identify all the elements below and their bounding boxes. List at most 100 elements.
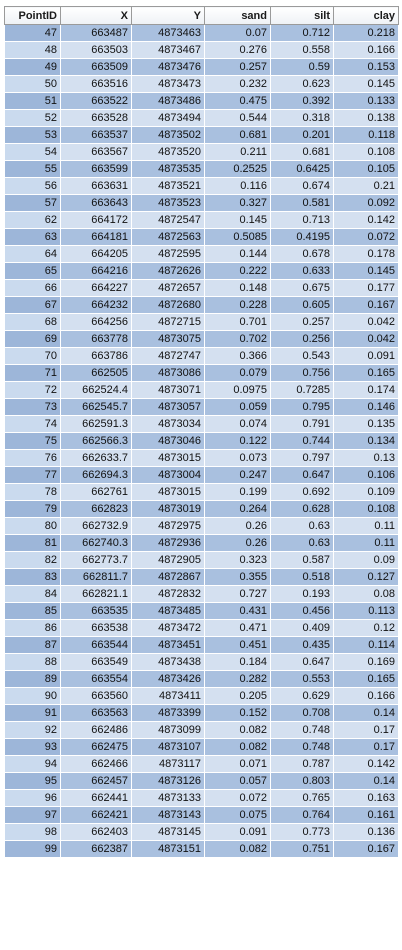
cell-sand[interactable]: 0.075 — [204, 806, 271, 824]
cell-sand[interactable]: 0.228 — [204, 296, 271, 314]
cell-clay[interactable]: 0.08 — [333, 585, 399, 603]
cell-clay[interactable]: 0.177 — [333, 279, 399, 297]
cell-pointid[interactable]: 78 — [4, 483, 61, 501]
cell-clay[interactable]: 0.133 — [333, 92, 399, 110]
cell-pointid[interactable]: 75 — [4, 432, 61, 450]
cell-pointid[interactable]: 91 — [4, 704, 61, 722]
cell-x[interactable]: 663535 — [60, 602, 132, 620]
cell-sand[interactable]: 0.544 — [204, 109, 271, 127]
cell-clay[interactable]: 0.134 — [333, 432, 399, 450]
cell-y[interactable]: 4872905 — [131, 551, 205, 569]
cell-pointid[interactable]: 90 — [4, 687, 61, 705]
cell-x[interactable]: 662732.9 — [60, 517, 132, 535]
cell-pointid[interactable]: 67 — [4, 296, 61, 314]
cell-y[interactable]: 4873015 — [131, 483, 205, 501]
cell-x[interactable]: 664205 — [60, 245, 132, 263]
cell-sand[interactable]: 0.247 — [204, 466, 271, 484]
cell-pointid[interactable]: 85 — [4, 602, 61, 620]
cell-silt[interactable]: 0.581 — [270, 194, 334, 212]
cell-silt[interactable]: 0.193 — [270, 585, 334, 603]
cell-y[interactable]: 4873399 — [131, 704, 205, 722]
cell-x[interactable]: 663786 — [60, 347, 132, 365]
cell-pointid[interactable]: 71 — [4, 364, 61, 382]
cell-silt[interactable]: 0.647 — [270, 653, 334, 671]
cell-sand[interactable]: 0.07 — [204, 24, 271, 42]
cell-pointid[interactable]: 69 — [4, 330, 61, 348]
cell-clay[interactable]: 0.145 — [333, 262, 399, 280]
cell-pointid[interactable]: 66 — [4, 279, 61, 297]
cell-sand[interactable]: 0.431 — [204, 602, 271, 620]
cell-silt[interactable]: 0.409 — [270, 619, 334, 637]
cell-silt[interactable]: 0.456 — [270, 602, 334, 620]
cell-pointid[interactable]: 52 — [4, 109, 61, 127]
cell-y[interactable]: 4873126 — [131, 772, 205, 790]
cell-sand[interactable]: 0.276 — [204, 41, 271, 59]
cell-y[interactable]: 4872747 — [131, 347, 205, 365]
cell-silt[interactable]: 0.795 — [270, 398, 334, 416]
cell-clay[interactable]: 0.178 — [333, 245, 399, 263]
cell-y[interactable]: 4872832 — [131, 585, 205, 603]
cell-y[interactable]: 4873046 — [131, 432, 205, 450]
cell-clay[interactable]: 0.165 — [333, 364, 399, 382]
cell-y[interactable]: 4873467 — [131, 41, 205, 59]
cell-silt[interactable]: 0.713 — [270, 211, 334, 229]
cell-silt[interactable]: 0.756 — [270, 364, 334, 382]
header-x[interactable]: X — [60, 6, 132, 25]
cell-x[interactable]: 664172 — [60, 211, 132, 229]
cell-clay[interactable]: 0.167 — [333, 296, 399, 314]
cell-y[interactable]: 4873438 — [131, 653, 205, 671]
cell-x[interactable]: 664256 — [60, 313, 132, 331]
header-clay[interactable]: clay — [333, 6, 399, 25]
cell-pointid[interactable]: 47 — [4, 24, 61, 42]
cell-silt[interactable]: 0.201 — [270, 126, 334, 144]
cell-clay[interactable]: 0.165 — [333, 670, 399, 688]
header-y[interactable]: Y — [131, 6, 205, 25]
cell-clay[interactable]: 0.113 — [333, 602, 399, 620]
cell-x[interactable]: 662821.1 — [60, 585, 132, 603]
cell-sand[interactable]: 0.057 — [204, 772, 271, 790]
cell-clay[interactable]: 0.142 — [333, 755, 399, 773]
cell-sand[interactable]: 0.451 — [204, 636, 271, 654]
cell-silt[interactable]: 0.791 — [270, 415, 334, 433]
cell-x[interactable]: 663522 — [60, 92, 132, 110]
cell-y[interactable]: 4873472 — [131, 619, 205, 637]
cell-x[interactable]: 664232 — [60, 296, 132, 314]
cell-clay[interactable]: 0.166 — [333, 41, 399, 59]
cell-pointid[interactable]: 83 — [4, 568, 61, 586]
cell-y[interactable]: 4873075 — [131, 330, 205, 348]
cell-x[interactable]: 663549 — [60, 653, 132, 671]
cell-y[interactable]: 4872680 — [131, 296, 205, 314]
cell-y[interactable]: 4873463 — [131, 24, 205, 42]
cell-x[interactable]: 662441 — [60, 789, 132, 807]
cell-pointid[interactable]: 51 — [4, 92, 61, 110]
cell-clay[interactable]: 0.17 — [333, 721, 399, 739]
cell-x[interactable]: 662591.3 — [60, 415, 132, 433]
cell-x[interactable]: 663537 — [60, 126, 132, 144]
cell-x[interactable]: 663538 — [60, 619, 132, 637]
cell-x[interactable]: 662761 — [60, 483, 132, 501]
cell-y[interactable]: 4873411 — [131, 687, 205, 705]
cell-y[interactable]: 4873015 — [131, 449, 205, 467]
cell-sand[interactable]: 0.355 — [204, 568, 271, 586]
cell-silt[interactable]: 0.748 — [270, 738, 334, 756]
cell-y[interactable]: 4873107 — [131, 738, 205, 756]
cell-x[interactable]: 663487 — [60, 24, 132, 42]
cell-silt[interactable]: 0.587 — [270, 551, 334, 569]
cell-clay[interactable]: 0.167 — [333, 840, 399, 858]
cell-sand[interactable]: 0.26 — [204, 534, 271, 552]
cell-clay[interactable]: 0.218 — [333, 24, 399, 42]
cell-y[interactable]: 4873143 — [131, 806, 205, 824]
cell-sand[interactable]: 0.079 — [204, 364, 271, 382]
cell-sand[interactable]: 0.211 — [204, 143, 271, 161]
cell-y[interactable]: 4873476 — [131, 58, 205, 76]
cell-sand[interactable]: 0.475 — [204, 92, 271, 110]
cell-clay[interactable]: 0.14 — [333, 704, 399, 722]
cell-silt[interactable]: 0.518 — [270, 568, 334, 586]
cell-pointid[interactable]: 87 — [4, 636, 61, 654]
cell-clay[interactable]: 0.106 — [333, 466, 399, 484]
header-pointid[interactable]: PointID — [4, 6, 61, 25]
cell-sand[interactable]: 0.5085 — [204, 228, 271, 246]
cell-x[interactable]: 663631 — [60, 177, 132, 195]
cell-sand[interactable]: 0.199 — [204, 483, 271, 501]
cell-silt[interactable]: 0.392 — [270, 92, 334, 110]
